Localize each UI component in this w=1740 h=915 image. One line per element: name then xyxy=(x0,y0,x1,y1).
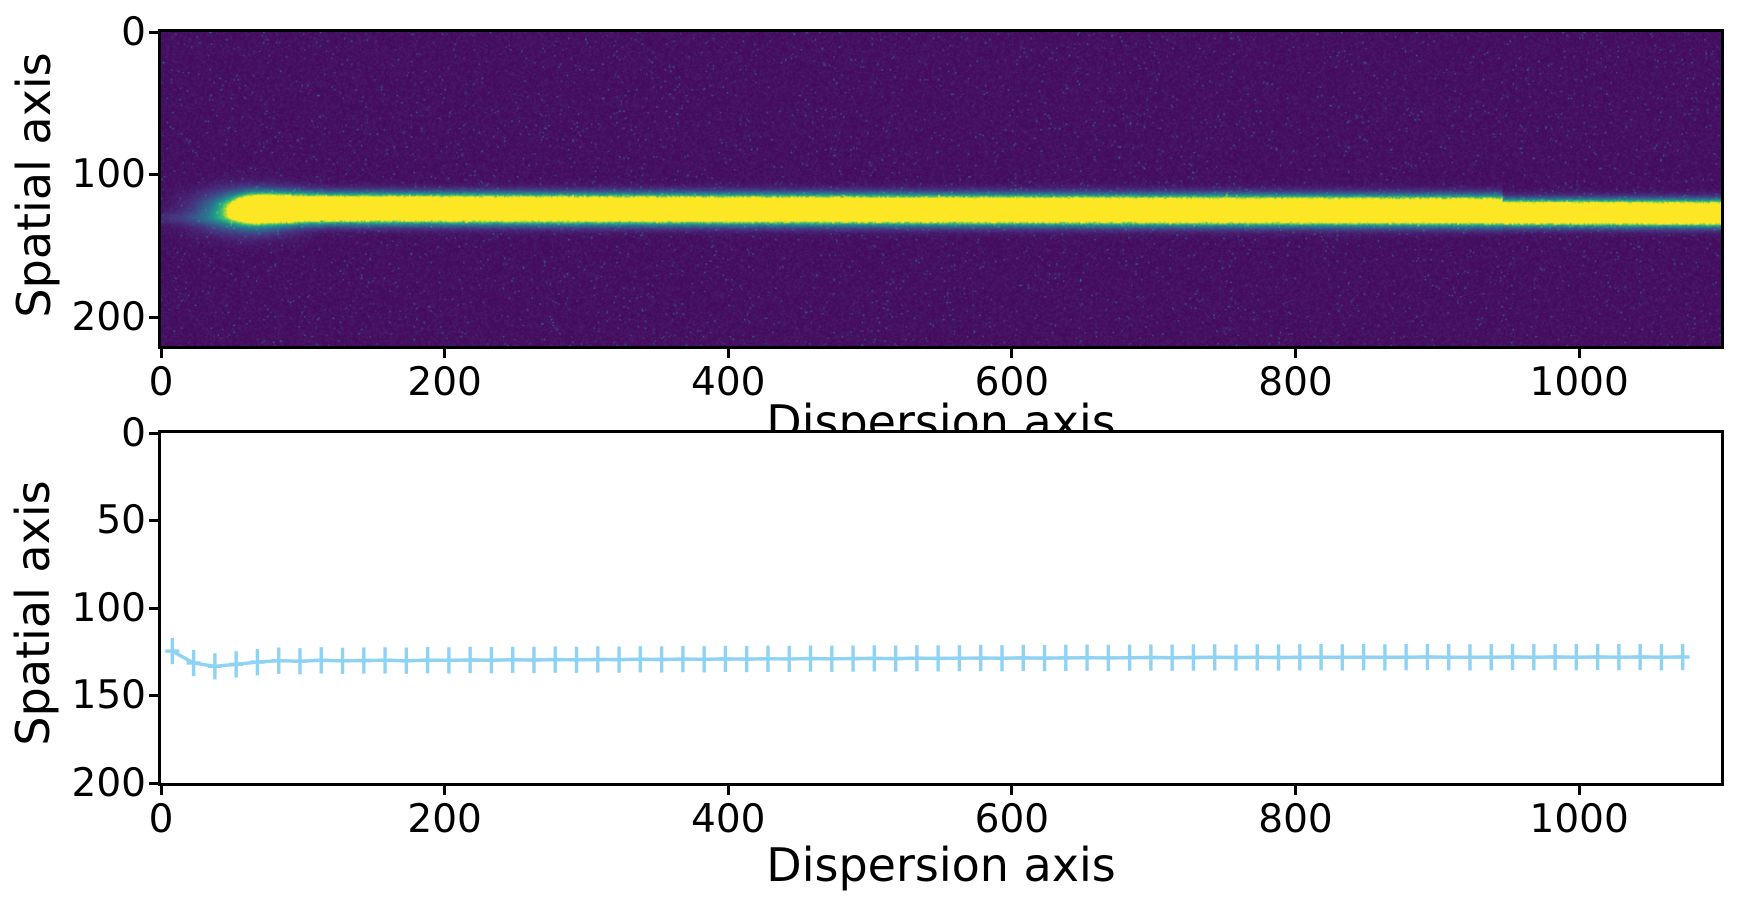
tick-label: 100 xyxy=(6,155,146,194)
tick-label: 150 xyxy=(6,676,146,715)
tick-mark xyxy=(149,173,158,176)
tick-mark xyxy=(727,786,730,795)
tick-label: 200 xyxy=(6,298,146,337)
tick-mark xyxy=(149,519,158,522)
tick-mark xyxy=(1294,349,1297,358)
trace-line xyxy=(172,651,1682,666)
tick-mark xyxy=(149,432,158,435)
tick-mark xyxy=(1010,349,1013,358)
tick-label: 1000 xyxy=(1530,363,1629,402)
tick-mark xyxy=(149,31,158,34)
tick-mark xyxy=(160,786,163,795)
tick-mark xyxy=(727,349,730,358)
tick-mark xyxy=(149,694,158,697)
spectrum-heatmap-image xyxy=(161,32,1721,346)
tick-mark xyxy=(443,786,446,795)
tick-label: 0 xyxy=(6,13,146,52)
bottom-axes xyxy=(158,430,1724,786)
figure: Dispersion axis Spatial axis Spatial axi… xyxy=(0,0,1740,915)
tick-mark xyxy=(149,607,158,610)
tick-label: 600 xyxy=(975,363,1049,402)
tick-label: 50 xyxy=(6,501,146,540)
tick-mark xyxy=(1294,786,1297,795)
tick-mark xyxy=(1578,349,1581,358)
tick-label: 200 xyxy=(6,764,146,803)
trace-plot xyxy=(161,433,1721,783)
tick-mark xyxy=(149,782,158,785)
tick-label: 0 xyxy=(6,414,146,453)
tick-mark xyxy=(1010,786,1013,795)
tick-label: 100 xyxy=(6,589,146,628)
tick-label: 0 xyxy=(149,800,174,839)
tick-label: 1000 xyxy=(1530,800,1629,839)
tick-mark xyxy=(149,316,158,319)
tick-label: 200 xyxy=(407,800,481,839)
tick-label: 200 xyxy=(407,363,481,402)
tick-mark xyxy=(443,349,446,358)
top-axes xyxy=(158,29,1724,349)
tick-label: 600 xyxy=(975,800,1049,839)
tick-label: 800 xyxy=(1258,800,1332,839)
tick-label: 400 xyxy=(691,800,765,839)
bottom-xlabel: Dispersion axis xyxy=(766,841,1115,889)
tick-mark xyxy=(160,349,163,358)
tick-label: 400 xyxy=(691,363,765,402)
tick-mark xyxy=(1578,786,1581,795)
tick-label: 800 xyxy=(1258,363,1332,402)
tick-label: 0 xyxy=(149,363,174,402)
